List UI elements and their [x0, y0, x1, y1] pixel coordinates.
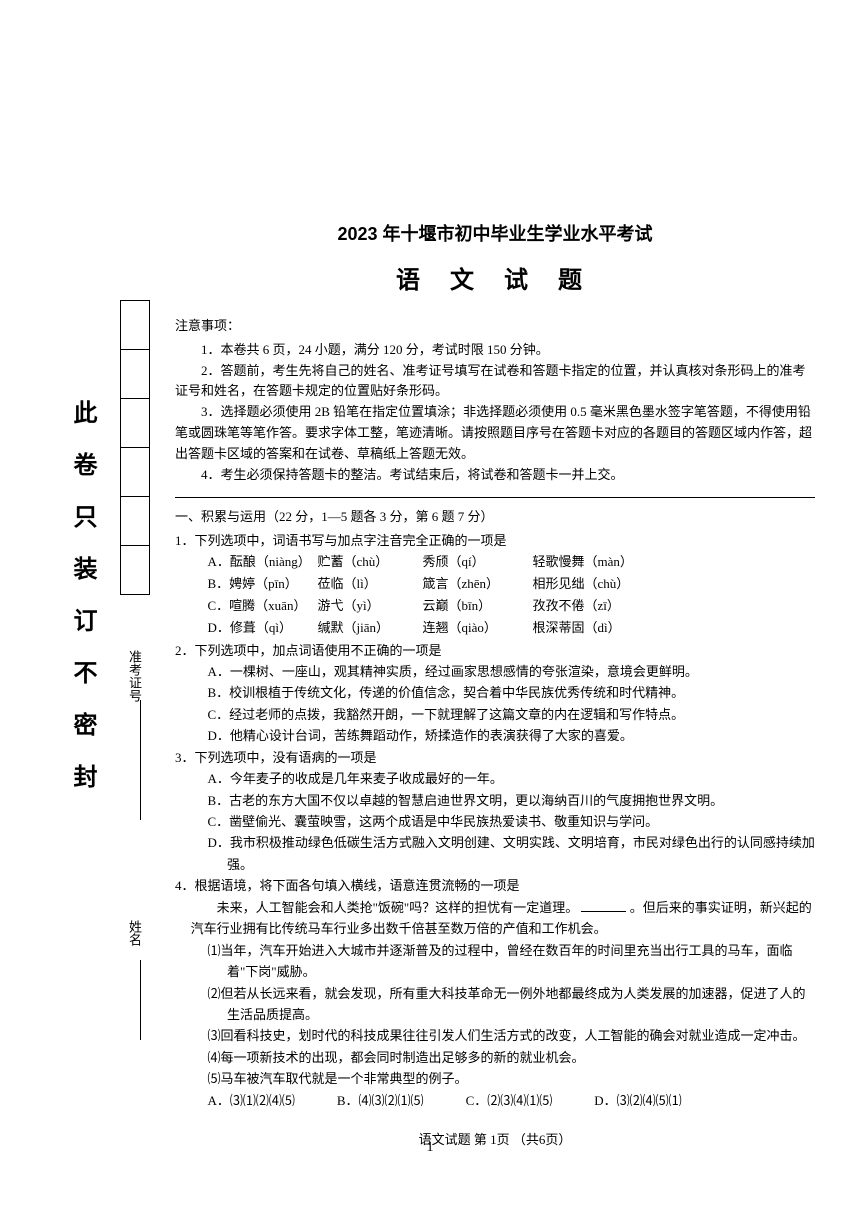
q4-option: C．⑵⑶⑷⑴⑸: [466, 1090, 553, 1111]
notice-header: 注意事项：: [175, 315, 815, 336]
binding-box: [120, 398, 150, 448]
q1-option-d: D．修葺（qì） 缄默（jiān） 连翘（qiào） 根深蒂固（dì）: [208, 617, 816, 639]
q4-item: ⑴当年，汽车开始进入大城市并逐渐普及的过程中，曾经在数百年的时间里充当出行工具的…: [208, 940, 816, 983]
q3-option: B．古老的东方大国不仅以卓越的智慧启迪世界文明，更以海纳百川的气度拥抱世界文明。: [208, 790, 816, 811]
main-content: 2023 年十堰市初中毕业生学业水平考试 语 文 试 题 注意事项： 1．本卷共…: [175, 220, 815, 1151]
q4-item: ⑶回看科技史，划时代的科技成果往往引发人们生活方式的改变，人工智能的确会对就业造…: [208, 1025, 816, 1046]
q2-option: B．校训根植于传统文化，传递的价值信念，契合着中华民族优秀传统和时代精神。: [208, 682, 816, 703]
binding-box: [120, 496, 150, 546]
q3-option: A．今年麦子的收成是几年来麦子收成最好的一年。: [208, 768, 816, 789]
exam-number-line: [140, 700, 141, 820]
opt-cell: C．喧腾（xuān）: [208, 595, 318, 617]
binding-edge-text: 此卷只装订不密封: [65, 400, 100, 816]
q4-item: ⑸马车被汽车取代就是一个非常典型的例子。: [208, 1068, 816, 1089]
q3-option: D．我市积极推动绿色低碳生活方式融入文明创建、文明实践、文明培育，市民对绿色出行…: [208, 832, 816, 875]
q4-option: B．⑷⑶⑵⑴⑸: [337, 1090, 424, 1111]
opt-cell: 贮蓄（chù）: [318, 551, 423, 573]
q4-stem: 4．根据语境，将下面各句填入横线，语意连贯流畅的一项是: [191, 875, 815, 896]
binding-box: [120, 300, 150, 350]
q4-intro-part1: 未来，人工智能会和人类抢"饭碗"吗？这样的担忧有一定道理。: [217, 900, 579, 915]
opt-cell: 游弋（yì）: [318, 595, 423, 617]
page-number: 1: [427, 1140, 434, 1156]
section-header: 一、积累与运用（22 分，1—5 题各 3 分，第 6 题 7 分）: [175, 506, 815, 527]
opt-cell: 孜孜不倦（zī）: [533, 595, 816, 617]
q2-option: A．一棵树、一座山，观其精神实质，经过画家思想感情的夸张渲染，意境会更鲜明。: [208, 661, 816, 682]
q2-stem: 2．下列选项中，加点词语使用不正确的一项是: [191, 640, 815, 661]
q4-option: A．⑶⑴⑵⑷⑸: [208, 1090, 295, 1111]
opt-cell: A．酝酿（niàng）: [208, 551, 318, 573]
binding-box: [120, 349, 150, 399]
name-line: [140, 960, 141, 1040]
exam-title: 2023 年十堰市初中毕业生学业水平考试: [175, 220, 815, 250]
binding-box: [120, 545, 150, 595]
exam-number-label: 准考证号: [125, 650, 144, 702]
opt-cell: 连翘（qiào）: [423, 617, 533, 639]
q4-options: A．⑶⑴⑵⑷⑸ B．⑷⑶⑵⑴⑸ C．⑵⑶⑷⑴⑸ D．⑶⑵⑷⑸⑴: [208, 1090, 816, 1111]
q4-intro: 未来，人工智能会和人类抢"饭碗"吗？这样的担忧有一定道理。 。但后来的事实证明，…: [191, 897, 815, 940]
opt-cell: 云巅（bīn）: [423, 595, 533, 617]
q2-option: D．他精心设计台词，苦练舞蹈动作，矫揉造作的表演获得了大家的喜爱。: [208, 725, 816, 746]
notice-item: 4．考生必须保持答题卡的整洁。考试结束后，将试卷和答题卡一并上交。: [175, 465, 815, 486]
binding-box: [120, 447, 150, 497]
q3-stem: 3．下列选项中，没有语病的一项是: [191, 747, 815, 768]
q4-item: ⑷每一项新技术的出现，都会同时制造出足够多的新的就业机会。: [208, 1047, 816, 1068]
opt-cell: 箴言（zhēn）: [423, 573, 533, 595]
notice-item: 3．选择题必须使用 2B 铅笔在指定位置填涂；非选择题必须使用 0.5 毫米黑色…: [175, 402, 815, 464]
notice-item: 1．本卷共 6 页，24 小题，满分 120 分，考试时限 150 分钟。: [175, 340, 815, 361]
q2-option: C．经过老师的点拨，我豁然开朗，一下就理解了这篇文章的内在逻辑和写作特点。: [208, 704, 816, 725]
q1-option-c: C．喧腾（xuān） 游弋（yì） 云巅（bīn） 孜孜不倦（zī）: [208, 595, 816, 617]
q1-stem: 1．下列选项中，词语书写与加点字注音完全正确的一项是: [191, 530, 815, 551]
binding-boxes: [120, 300, 150, 594]
divider: [175, 497, 815, 498]
q1-option-b: B．娉婷（pīn） 莅临（lì） 箴言（zhēn） 相形见绌（chù）: [208, 573, 816, 595]
opt-cell: 秀颀（qí）: [423, 551, 533, 573]
page-footer: 语文试题 第 1页 （共6页）: [175, 1129, 815, 1150]
q4-item: ⑵但若从长远来看，就会发现，所有重大科技革命无一例外地都最终成为人类发展的加速器…: [208, 983, 816, 1026]
opt-cell: 相形见绌（chù）: [533, 573, 816, 595]
subject-title: 语 文 试 题: [175, 262, 815, 302]
opt-cell: 轻歌慢舞（màn）: [533, 551, 816, 573]
name-label: 姓名: [125, 920, 144, 946]
opt-cell: D．修葺（qì）: [208, 617, 318, 639]
opt-cell: B．娉婷（pīn）: [208, 573, 318, 595]
q3-option: C．凿壁偷光、囊萤映雪，这两个成语是中华民族热爱读书、敬重知识与学问。: [208, 811, 816, 832]
opt-cell: 根深蒂固（dì）: [533, 617, 816, 639]
blank-line: [581, 911, 626, 912]
opt-cell: 缄默（jiān）: [318, 617, 423, 639]
opt-cell: 莅临（lì）: [318, 573, 423, 595]
notice-item: 2．答题前，考生先将自己的姓名、准考证号填写在试卷和答题卡指定的位置，并认真核对…: [175, 361, 815, 403]
q4-option: D．⑶⑵⑷⑸⑴: [594, 1090, 681, 1111]
q1-option-a: A．酝酿（niàng） 贮蓄（chù） 秀颀（qí） 轻歌慢舞（màn）: [208, 551, 816, 573]
